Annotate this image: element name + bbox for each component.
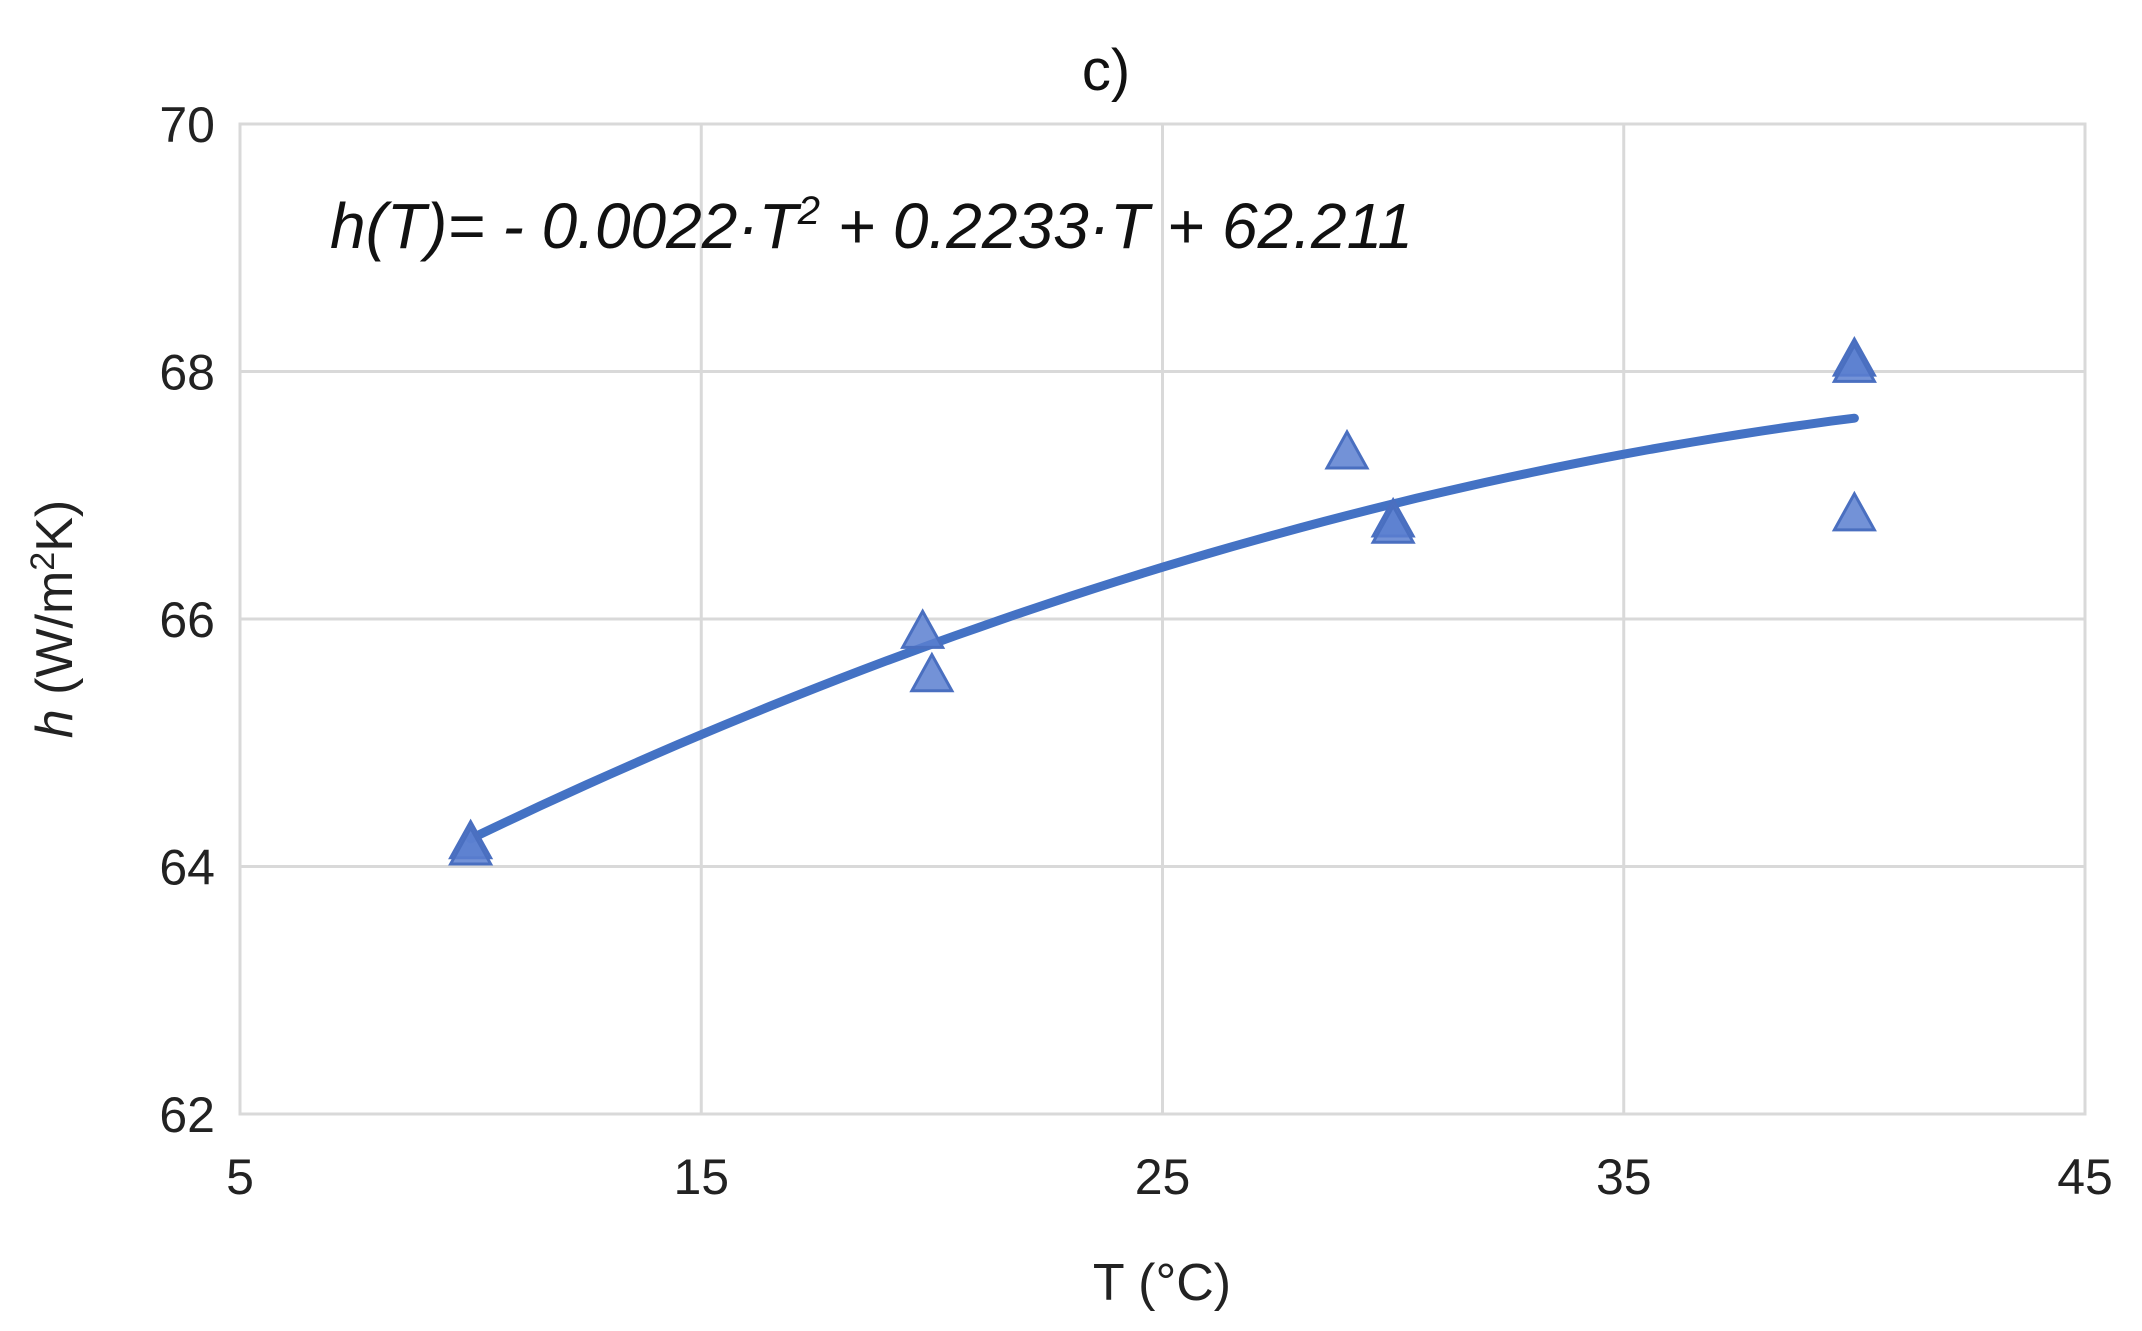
y-axis-unit-end: K) xyxy=(26,500,84,552)
data-point-6 xyxy=(1370,503,1416,544)
equation-term1-superscript: 2 xyxy=(797,189,820,233)
y-tick-label: 64 xyxy=(159,840,215,896)
data-points xyxy=(448,336,1877,866)
data-point-4 xyxy=(1324,428,1370,470)
plot-area-frame xyxy=(238,122,2087,1116)
x-axis-title: T (°C) xyxy=(1093,1254,1231,1312)
trendline xyxy=(466,413,1859,844)
y-tick-label: 66 xyxy=(159,592,215,648)
equation-lhs: h(T)= xyxy=(330,190,485,262)
x-tick-label: 5 xyxy=(226,1149,254,1205)
x-tick-label: 15 xyxy=(673,1149,729,1205)
equation-term2: + 0.2233·T + 62.211 xyxy=(820,190,1413,262)
x-tick-label: 35 xyxy=(1596,1149,1652,1205)
data-point-3 xyxy=(909,651,955,693)
y-tick-label: 68 xyxy=(159,345,215,401)
y-axis-title: h (W/m2K) xyxy=(24,500,84,738)
y-tick-labels: 62 64 66 68 70 xyxy=(159,97,215,1143)
x-tick-label: 45 xyxy=(2057,1149,2113,1205)
y-axis-unit-superscript: 2 xyxy=(24,552,62,571)
x-tick-label: 25 xyxy=(1135,1149,1191,1205)
y-axis-symbol: h xyxy=(26,709,84,738)
grid xyxy=(238,122,2087,1116)
data-point-1 xyxy=(448,824,494,866)
chart-title: c) xyxy=(1082,38,1130,103)
x-tick-labels: 5 15 25 35 45 xyxy=(226,1149,2113,1205)
y-tick-label: 62 xyxy=(159,1087,215,1143)
y-axis-unit: (W/m xyxy=(26,571,84,710)
data-point-2 xyxy=(900,608,946,649)
data-point-8 xyxy=(1831,342,1877,383)
equation-term1: - 0.0022·T xyxy=(485,190,802,262)
y-tick-label: 70 xyxy=(159,97,215,153)
data-point-9 xyxy=(1831,490,1877,532)
trendline-equation: h(T)= - 0.0022·T2 + 0.2233·T + 62.211 xyxy=(330,189,1413,262)
